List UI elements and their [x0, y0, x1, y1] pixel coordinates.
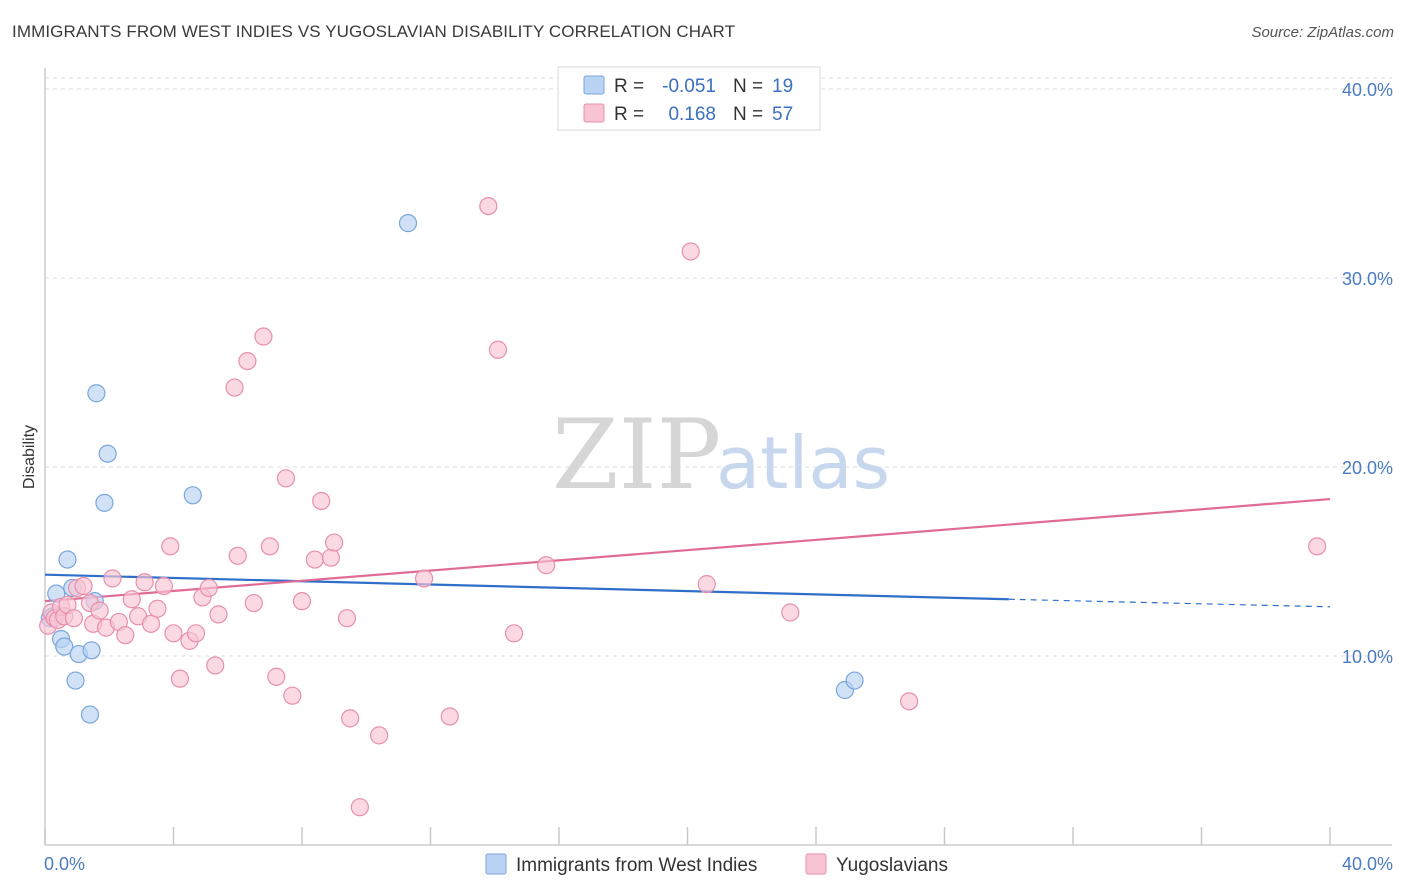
x-tick-label: 0.0% [44, 854, 85, 874]
point-yugoslavian [199, 578, 218, 598]
data-points [39, 196, 1327, 817]
trend-line-west-indies [44, 573, 1009, 601]
point-yugoslavian [228, 546, 247, 565]
point-west-indies [87, 384, 106, 403]
point-yugoslavian [341, 709, 360, 728]
point-yugoslavian [440, 707, 459, 726]
point-yugoslavian [238, 351, 257, 371]
point-yugoslavian [350, 798, 369, 817]
tick-labels: 10.0% 20.0% 30.0% 40.0% 0.0% 40.0% [44, 80, 1393, 874]
watermark-zip: ZIP [552, 399, 721, 511]
axes [44, 68, 1392, 846]
point-yugoslavian [116, 626, 135, 645]
point-yugoslavian [225, 378, 244, 397]
point-yugoslavian [283, 686, 302, 705]
point-yugoslavian [254, 327, 273, 346]
legend-r-label-2: R = [614, 104, 644, 125]
legend-r-value-1: -0.051 [662, 76, 716, 97]
point-yugoslavian [681, 242, 700, 261]
point-yugoslavian [267, 667, 286, 686]
point-west-indies [66, 671, 85, 690]
point-yugoslavian [148, 599, 167, 618]
point-west-indies [55, 637, 74, 656]
point-yugoslavian [337, 609, 357, 628]
point-yugoslavian [781, 603, 800, 622]
watermark: ZIP atlas [552, 399, 890, 511]
point-yugoslavian [186, 624, 206, 643]
point-yugoslavian [414, 569, 434, 588]
legend-n-label-1: N = [733, 76, 763, 97]
point-yugoslavian [276, 469, 296, 488]
y-tick-label: 40.0% [1342, 80, 1393, 100]
point-yugoslavian [64, 609, 84, 628]
point-yugoslavian [164, 624, 183, 643]
point-west-indies [398, 214, 418, 233]
point-west-indies [80, 705, 100, 724]
series-legend-swatch-blue [485, 853, 507, 875]
point-yugoslavian [90, 601, 109, 620]
point-yugoslavian [370, 726, 389, 745]
trend-line-yugoslavian [44, 497, 1331, 603]
source-label: Source: ZipAtlas.com [1251, 24, 1394, 41]
point-yugoslavian [537, 556, 556, 575]
point-yugoslavian [697, 575, 716, 594]
legend-n-value-1: 19 [772, 76, 793, 97]
point-yugoslavian [1308, 537, 1327, 556]
y-tick-label: 20.0% [1342, 458, 1393, 478]
point-west-indies [95, 493, 114, 512]
point-west-indies [98, 444, 117, 463]
point-yugoslavian [122, 590, 141, 609]
point-yugoslavian [325, 533, 344, 552]
point-yugoslavian [209, 605, 228, 624]
series-legend: Immigrants from West Indies Yugoslavians [485, 853, 948, 876]
point-yugoslavian [321, 548, 341, 567]
point-yugoslavian [305, 550, 324, 569]
series-legend-label-2: Yugoslavians [836, 855, 948, 876]
y-tick-label: 10.0% [1342, 647, 1393, 667]
y-axis-label: Disability [21, 425, 38, 489]
point-yugoslavian [900, 692, 919, 711]
point-yugoslavian [161, 537, 180, 556]
point-yugoslavian [479, 196, 498, 216]
x-tick-label: 40.0% [1342, 854, 1393, 874]
chart-title: IMMIGRANTS FROM WEST INDIES VS YUGOSLAVI… [12, 22, 736, 41]
watermark-atlas: atlas [716, 421, 890, 505]
point-yugoslavian [135, 573, 154, 592]
series-legend-swatch-pink [805, 853, 827, 875]
point-yugoslavian [260, 537, 279, 556]
point-west-indies [82, 641, 101, 660]
point-yugoslavian [154, 576, 173, 596]
legend-r-label-1: R = [614, 76, 644, 97]
series-legend-label-1: Immigrants from West Indies [516, 855, 757, 876]
point-yugoslavian [488, 340, 508, 359]
point-yugoslavian [141, 614, 161, 633]
point-west-indies [58, 550, 77, 569]
trend-lines [44, 497, 1331, 608]
point-yugoslavian [292, 592, 312, 611]
point-west-indies [183, 486, 202, 505]
point-yugoslavian [74, 576, 93, 596]
legend-r-value-2: 0.168 [668, 104, 716, 125]
stats-legend: R = -0.051 N = 19 R = 0.168 N = 57 [557, 66, 821, 131]
point-yugoslavian [103, 569, 122, 588]
y-tick-label: 30.0% [1342, 269, 1393, 289]
point-west-indies [845, 671, 864, 690]
legend-swatch-blue [583, 75, 605, 95]
trend-line-west-indies-extension [1008, 598, 1331, 608]
point-yugoslavian [504, 624, 524, 643]
point-yugoslavian [244, 593, 263, 613]
point-yugoslavian [170, 669, 190, 688]
legend-swatch-pink [583, 103, 605, 123]
legend-n-value-2: 57 [772, 104, 793, 125]
point-yugoslavian [312, 491, 331, 511]
point-yugoslavian [206, 656, 225, 675]
legend-n-label-2: N = [733, 104, 763, 125]
